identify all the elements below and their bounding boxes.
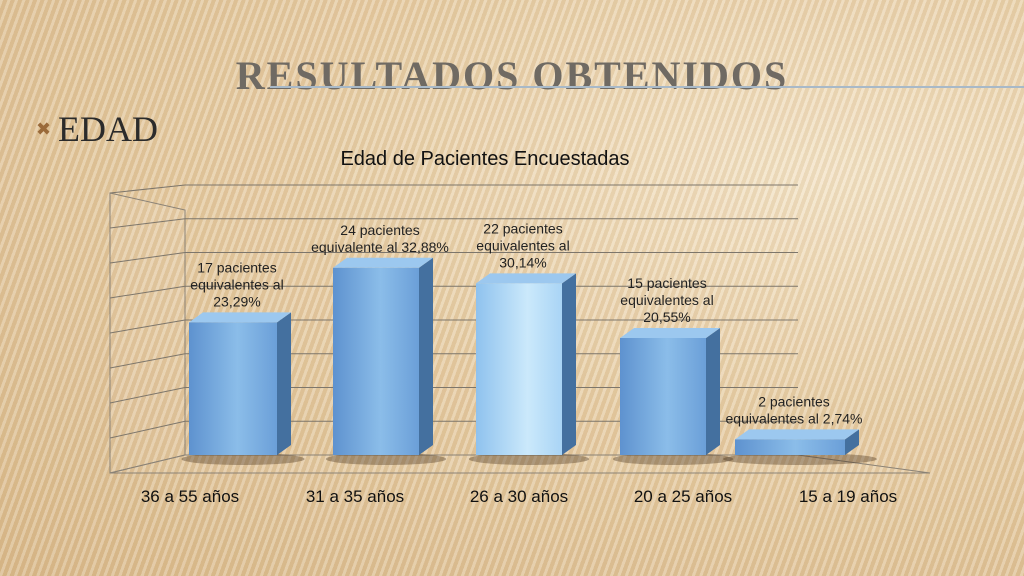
x-mark-icon: ✖: [36, 118, 52, 139]
bullet-text: EDAD: [58, 109, 158, 149]
slide-title: RESULTADOS OBTENIDOS: [235, 53, 789, 98]
gridline-side: [109, 184, 186, 194]
category-label: 15 a 19 años: [799, 487, 897, 506]
data-label: 2 pacientes equivalentes al 2,74%: [726, 393, 863, 426]
data-label: 22 pacientes equivalentes al 30,14%: [476, 220, 569, 270]
title-rule: [270, 86, 1024, 88]
bar-top: [333, 257, 433, 268]
data-label: 15 pacientes equivalentes al 20,55%: [620, 275, 713, 325]
category-label: 36 a 55 años: [141, 487, 239, 506]
bar: [620, 338, 706, 455]
bar-top: [189, 312, 291, 323]
bar-side: [419, 257, 433, 455]
bar: [735, 439, 845, 455]
bar: [189, 322, 277, 455]
chart-bars: [181, 257, 877, 465]
bar-top: [620, 328, 720, 338]
bar-side: [277, 312, 291, 455]
bar-shadow: [612, 453, 734, 465]
bar-top: [735, 429, 859, 440]
chart-labels: 17 pacientes equivalentes al 23,29% 36 a 55…: [141, 220, 897, 506]
bar-shadow: [468, 453, 590, 465]
gridline-side: [109, 353, 186, 369]
bar: [476, 283, 562, 455]
gridline-side: [109, 285, 186, 299]
gridline-side: [109, 218, 186, 229]
chart-title: Edad de Pacientes Encuestadas: [340, 148, 629, 170]
gridline-side: [109, 252, 186, 264]
data-label: 24 pacientes equivalente al 32,88%: [311, 222, 449, 255]
chart-side-wall: [109, 192, 186, 474]
bar-top: [476, 273, 576, 284]
bar: [333, 267, 419, 455]
bar-shadow: [723, 453, 877, 465]
chart-floor: [109, 454, 931, 474]
category-label: 26 a 30 años: [470, 487, 568, 506]
bar-side: [562, 273, 576, 455]
bullet-item: ✖ EDAD: [36, 108, 158, 150]
data-label: 17 pacientes equivalentes al 23,29%: [190, 259, 283, 309]
bar-side: [845, 429, 859, 455]
gridline-side: [109, 387, 186, 404]
gridline-side: [109, 319, 186, 334]
bar-side: [706, 328, 720, 455]
bar-shadow: [325, 453, 447, 465]
bar-shadow: [181, 453, 305, 465]
gridline-side: [109, 420, 186, 439]
category-label: 31 a 35 años: [306, 487, 404, 506]
category-label: 20 a 25 años: [634, 487, 732, 506]
